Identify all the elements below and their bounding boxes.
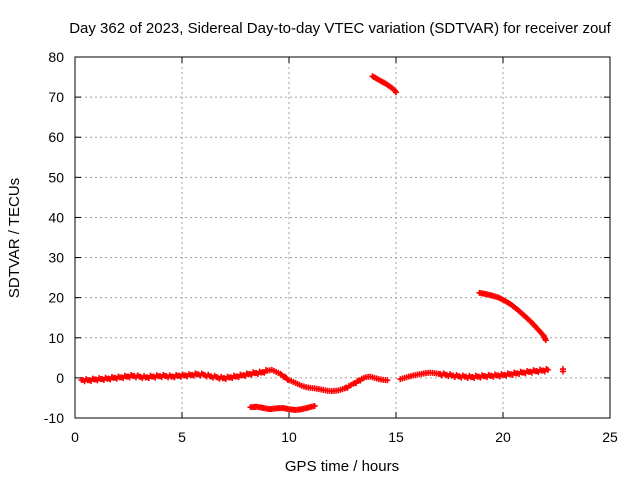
y-tick-label: 0 — [56, 370, 64, 386]
y-tick-label: 70 — [48, 89, 64, 105]
data-point — [393, 89, 399, 96]
data-point — [542, 337, 549, 344]
data-point — [544, 366, 551, 373]
x-tick-label: 5 — [178, 429, 186, 445]
x-tick-label: 0 — [71, 429, 79, 445]
y-tick-label: 30 — [48, 250, 64, 266]
y-tick-label: 50 — [48, 169, 64, 185]
plot-frame — [74, 56, 611, 419]
x-tick-label: 20 — [495, 429, 511, 445]
data-point — [559, 368, 566, 375]
x-tick-label: 15 — [388, 429, 404, 445]
data-point — [384, 377, 391, 384]
y-tick-label: 60 — [48, 129, 64, 145]
y-tick-label: -10 — [44, 410, 64, 426]
y-tick-label: 10 — [48, 330, 64, 346]
x-axis-label: GPS time / hours — [285, 458, 399, 475]
y-axis-label: SDTVAR / TECUs — [6, 178, 23, 298]
y-tick-label: 80 — [48, 49, 64, 65]
y-tick-label: 20 — [48, 290, 64, 306]
ticks: -10 0 10 20 30 40 50 60 70 80 0 5 10 15 20 25 — [44, 49, 618, 445]
x-tick-label: 10 — [281, 429, 297, 445]
grid — [75, 57, 610, 418]
y-tick-label: 40 — [48, 209, 64, 225]
x-tick-label: 25 — [602, 429, 618, 445]
chart-title: Day 362 of 2023, Sidereal Day-to-day VTE… — [69, 20, 611, 37]
series-points — [78, 73, 566, 413]
data-point — [311, 402, 318, 409]
